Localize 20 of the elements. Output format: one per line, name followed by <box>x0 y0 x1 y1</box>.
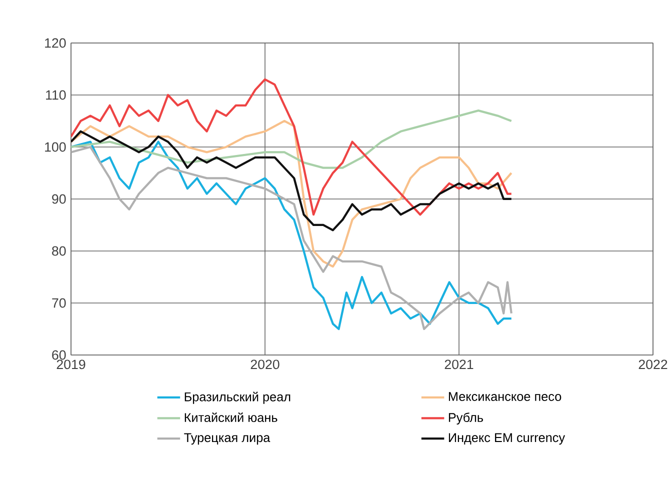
y-tick-label: 110 <box>46 90 66 100</box>
legend-label: Китайский юань <box>184 412 278 422</box>
legend-label: Бразильский реал <box>184 392 290 404</box>
line-series <box>71 78 512 216</box>
legend-label: Индекс EM currency <box>448 433 566 445</box>
y-tick-label: 70 <box>52 298 66 308</box>
legend-label: Рубль <box>448 412 483 425</box>
y-tick-label: 90 <box>52 194 66 204</box>
x-tick-label: 2021 <box>444 360 474 370</box>
legend-label: Турецкая лира <box>184 433 270 445</box>
y-tick-label: 60 <box>52 350 66 360</box>
y-tick-label: 120 <box>45 38 66 48</box>
line-series <box>71 110 512 169</box>
x-tick-label: 2020 <box>250 360 280 370</box>
line-series <box>71 120 512 268</box>
legend-label: Мексиканское песо <box>448 392 562 401</box>
y-tick-label: 80 <box>52 246 66 256</box>
y-tick-label: 100 <box>45 142 66 152</box>
x-tick-label: 2022 <box>638 360 668 370</box>
x-tick-label: 2019 <box>56 360 86 370</box>
